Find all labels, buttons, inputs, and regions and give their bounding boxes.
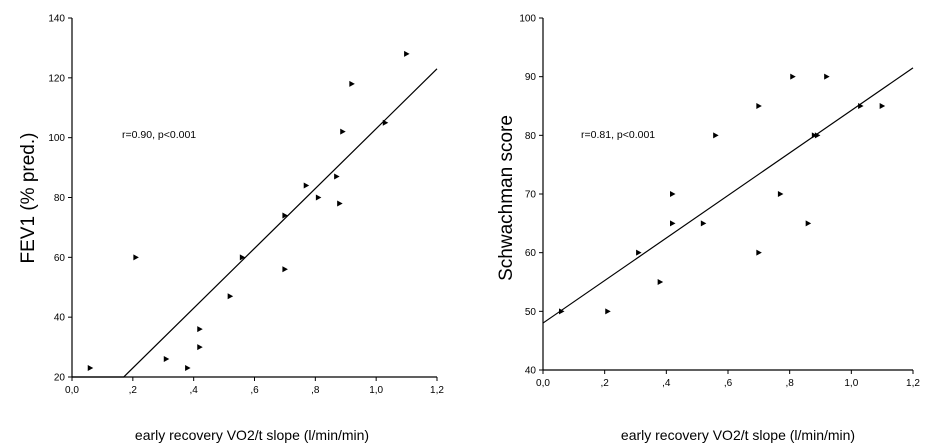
x-tick-label-left: ,4	[189, 385, 198, 396]
x-tick-label-right: 1,0	[844, 378, 858, 389]
y-tick-label-left: 100	[48, 133, 65, 144]
data-point-right	[605, 308, 611, 315]
data-point-right	[713, 132, 719, 139]
y-tick-label-left: 40	[54, 313, 66, 324]
data-point-left	[185, 365, 191, 372]
ticks-right: 0,0 ,2 ,4 ,6 ,8 1,0 1,2 40 50 60 70 80 90 100	[519, 14, 920, 390]
data-point-left	[197, 326, 203, 333]
y-tick-label-left: 120	[48, 73, 65, 84]
x-tick-label-left: 1,0	[369, 385, 383, 396]
data-point-left	[197, 344, 203, 351]
y-tick-label-right: 100	[519, 14, 536, 25]
data-point-left	[87, 365, 94, 372]
x-tick-label-right: ,2	[600, 378, 609, 389]
y-tick-label-right: 60	[525, 248, 537, 259]
data-point-left	[315, 194, 322, 201]
data-point-right	[657, 279, 664, 285]
data-point-left	[282, 266, 288, 273]
y-tick-label-right: 50	[525, 307, 537, 318]
data-point-left	[282, 212, 288, 219]
y-tick-label-right: 40	[525, 366, 537, 377]
data-point-right	[879, 103, 886, 109]
x-tick-label-left: ,2	[129, 385, 138, 396]
data-point-left	[340, 128, 346, 135]
x-tick-label-right: 0,0	[536, 378, 550, 389]
regression-line-left	[72, 68, 438, 378]
data-point-left	[382, 119, 389, 126]
x-tick-label-left: ,6	[250, 385, 259, 396]
fit-line-right	[542, 67, 914, 324]
x-tick-label-left: 1,2	[430, 385, 444, 396]
data-point-right	[814, 132, 821, 139]
y-axis-title-left: FEV1 (% pred.)	[18, 133, 39, 264]
regression-line-right	[542, 67, 914, 324]
y-tick-label-right: 80	[525, 131, 537, 142]
x-tick-label-right: ,4	[662, 378, 671, 389]
y-tick-label-left: 20	[54, 373, 66, 384]
annotation-right: r=0.81, p<0.001	[581, 129, 655, 141]
y-tick-label-left: 140	[48, 14, 65, 25]
data-point-right	[858, 103, 864, 109]
x-axis-title-right: early recovery VO2/t slope (l/min/min)	[621, 427, 855, 443]
chart-right: 0,0 ,2 ,4 ,6 ,8 1,0 1,2 40 50 60 70 80 90 100 r=0.81,…	[496, 14, 920, 444]
x-tick-label-right: 1,2	[906, 378, 920, 389]
x-tick-label-right: ,6	[724, 378, 733, 389]
x-tick-label-left: 0,0	[65, 385, 79, 396]
data-point-right	[559, 308, 565, 315]
ticks-left: 0,0 ,2 ,4 ,6 ,8 1,0 1,2 20 40 60 80 100 120 140	[48, 14, 444, 397]
data-point-right	[805, 220, 812, 227]
data-point-left	[349, 80, 355, 87]
data-point-left	[334, 173, 340, 180]
data-point-right	[811, 132, 818, 139]
points-right	[559, 73, 886, 315]
data-point-left	[163, 356, 170, 363]
fit-line-left	[72, 68, 438, 378]
y-tick-label-right: 70	[525, 190, 537, 201]
data-point-right	[790, 73, 796, 80]
y-axis-title-right: Schwachman score	[496, 115, 517, 281]
data-point-right	[756, 249, 762, 256]
y-tick-label-right: 90	[525, 72, 537, 83]
points-left	[87, 50, 410, 372]
data-point-right	[700, 220, 707, 227]
data-point-right	[756, 103, 762, 109]
data-point-right	[670, 191, 676, 197]
y-tick-label-left: 60	[54, 253, 66, 264]
data-point-right	[636, 249, 642, 256]
x-axis-title-left: early recovery VO2/t slope (l/min/min)	[135, 427, 369, 443]
data-point-left	[239, 254, 246, 261]
data-point-left	[404, 50, 410, 57]
data-point-left	[227, 293, 234, 300]
data-point-left	[337, 200, 343, 207]
data-point-left	[133, 254, 139, 261]
chart-left: 0,0 ,2 ,4 ,6 ,8 1,0 1,2 20 40 60 80 100 120 140 r=0.9…	[18, 14, 444, 444]
data-point-right	[824, 73, 830, 80]
annotation-left: r=0.90, p<0.001	[122, 129, 196, 141]
data-point-right	[777, 191, 784, 197]
data-point-right	[670, 220, 676, 227]
x-tick-label-left: ,8	[311, 385, 320, 396]
y-tick-label-left: 80	[54, 193, 66, 204]
data-point-left	[303, 182, 310, 189]
x-tick-label-right: ,8	[785, 378, 794, 389]
